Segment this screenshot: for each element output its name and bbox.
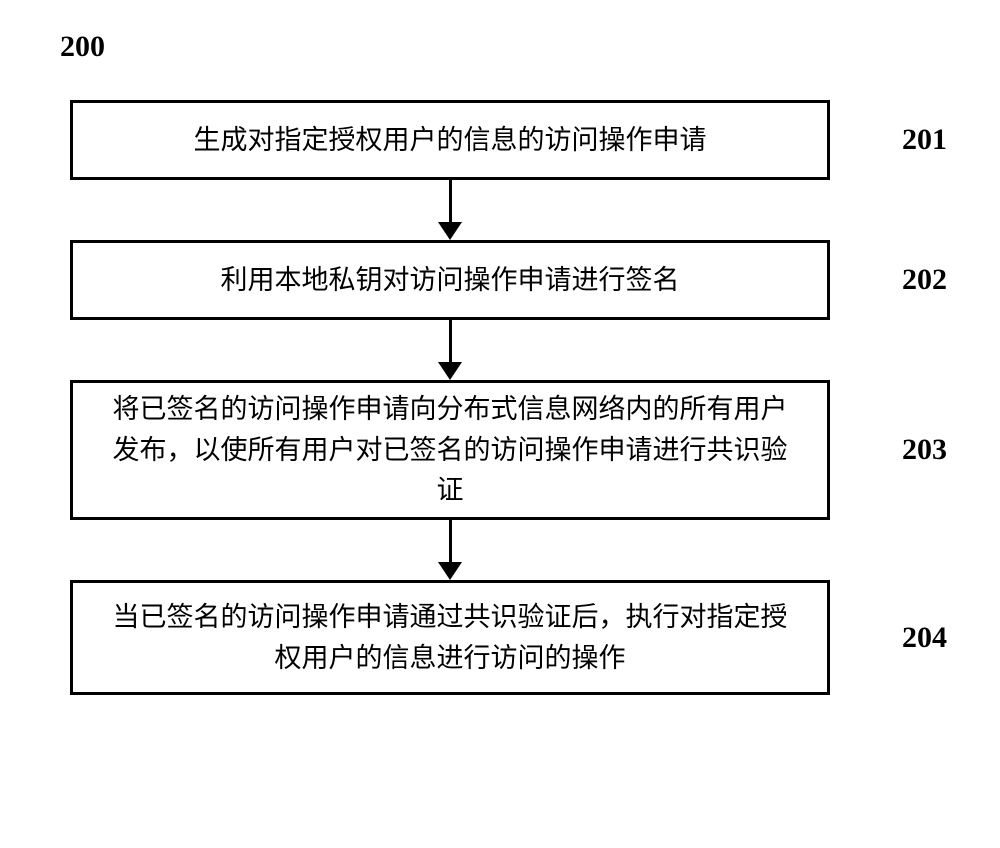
arrow-line-icon <box>449 320 452 365</box>
flowchart-container: 生成对指定授权用户的信息的访问操作申请 201 利用本地私钥对访问操作申请进行签… <box>70 100 830 695</box>
step-box-201: 生成对指定授权用户的信息的访问操作申请 201 <box>70 100 830 180</box>
figure-number: 200 <box>60 30 105 64</box>
arrow-3 <box>70 520 830 580</box>
step-label-204: 204 <box>902 621 947 655</box>
arrow-head-icon <box>438 562 462 580</box>
step-text-203: 将已签名的访问操作申请向分布式信息网络内的所有用户发布，以使所有用户对已签名的访… <box>103 389 797 511</box>
arrow-line-icon <box>449 520 452 565</box>
step-label-203: 203 <box>902 433 947 467</box>
step-box-204: 当已签名的访问操作申请通过共识验证后，执行对指定授权用户的信息进行访问的操作 2… <box>70 580 830 695</box>
step-box-202: 利用本地私钥对访问操作申请进行签名 202 <box>70 240 830 320</box>
arrow-line-icon <box>449 180 452 225</box>
step-text-204: 当已签名的访问操作申请通过共识验证后，执行对指定授权用户的信息进行访问的操作 <box>103 597 797 678</box>
arrow-head-icon <box>438 222 462 240</box>
arrow-head-icon <box>438 362 462 380</box>
arrow-1 <box>70 180 830 240</box>
step-label-202: 202 <box>902 263 947 297</box>
step-text-202: 利用本地私钥对访问操作申请进行签名 <box>221 260 680 301</box>
step-text-201: 生成对指定授权用户的信息的访问操作申请 <box>194 120 707 161</box>
step-label-201: 201 <box>902 123 947 157</box>
arrow-2 <box>70 320 830 380</box>
step-box-203: 将已签名的访问操作申请向分布式信息网络内的所有用户发布，以使所有用户对已签名的访… <box>70 380 830 520</box>
